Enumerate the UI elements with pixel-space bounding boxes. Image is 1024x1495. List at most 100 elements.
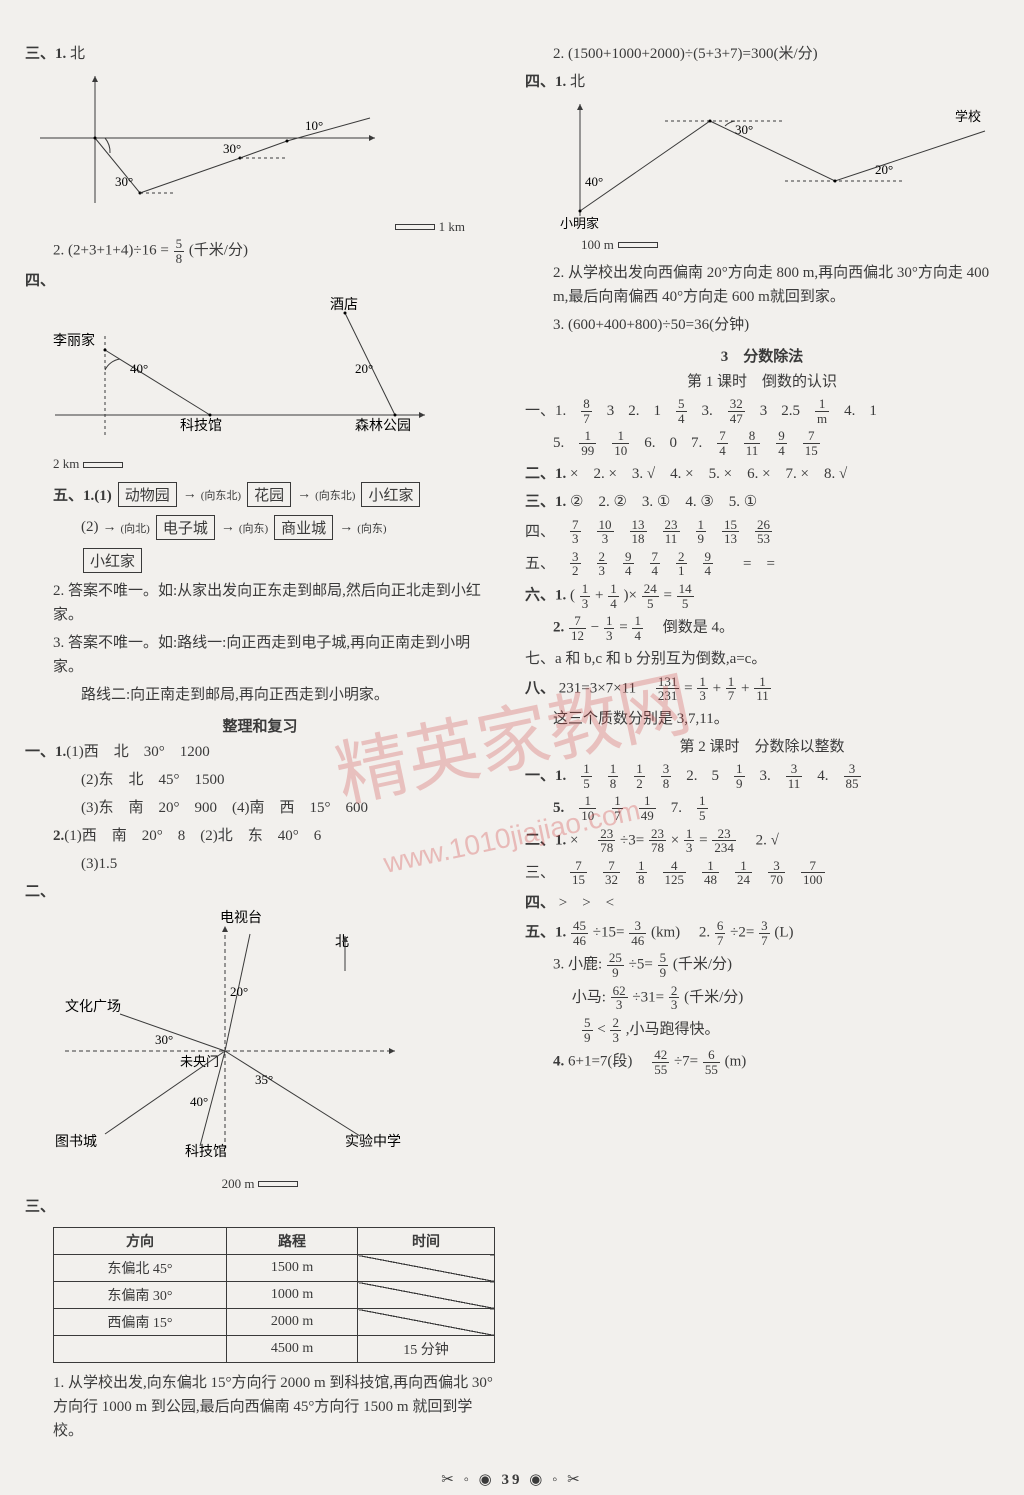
left-column: 三、1. 北 30° 30° 10° 1 km 2. (2+3+1+4)÷16 …	[25, 40, 495, 1475]
d: 55	[652, 1063, 669, 1077]
td: 15 分钟	[358, 1336, 495, 1363]
n: 14	[677, 582, 694, 597]
review-heading: 整理和复习	[25, 715, 495, 736]
r3-table: 方向 路程 时间 东偏北 45°1500 m 东偏南 30°1000 m 西偏南…	[53, 1227, 495, 1363]
r-s4-1-label: 四、1. 北	[525, 70, 999, 94]
t: =	[684, 680, 692, 696]
sec4-label: 四、	[25, 269, 495, 293]
svg-text:20°: 20°	[875, 162, 893, 177]
d: 55	[703, 1063, 720, 1077]
d: 3	[611, 998, 628, 1012]
box: 花园	[247, 482, 291, 507]
page-columns: 三、1. 北 30° 30° 10° 1 km 2. (2+3+1+4)÷16 …	[25, 40, 999, 1475]
lesson2-heading: 第 2 课时 分数除以整数	[525, 735, 999, 756]
d: 5	[677, 597, 694, 611]
n: 5	[582, 1016, 593, 1031]
unit3-lesson1: 第 1 课时 倒数的认识	[525, 370, 999, 391]
l1-8a: 八、 231=3×7×11 131231 = 13 + 17 + 111	[525, 675, 999, 703]
d: 3	[610, 1031, 621, 1045]
svg-text:文化广场: 文化广场	[65, 999, 121, 1015]
t: +	[595, 588, 603, 604]
label: 5.	[553, 796, 564, 820]
label: 二、1.	[525, 832, 566, 848]
d: 3	[580, 597, 591, 611]
n: 6	[715, 919, 726, 934]
label: 三、1.	[25, 46, 66, 62]
l1-1b: 5.1991106.07.7481194715	[525, 429, 999, 457]
box: 动物园	[118, 482, 177, 507]
scale-text: 1 km	[439, 219, 465, 235]
label: 二、1.	[525, 466, 566, 482]
box: 电子城	[156, 515, 215, 540]
n: 1	[580, 582, 591, 597]
n: 23	[649, 827, 666, 842]
th: 路程	[226, 1228, 357, 1255]
expr: 6+1=7(段)	[568, 1054, 632, 1070]
r3-label: 三、	[25, 1195, 495, 1219]
td-diag	[358, 1255, 495, 1282]
n: 1	[608, 582, 619, 597]
d: 4	[608, 597, 619, 611]
r1-1-r2: (2)东 北 45° 1500	[25, 768, 495, 792]
svg-text:40°: 40°	[130, 361, 148, 376]
svg-text:森林公园: 森林公园	[355, 418, 411, 434]
d: 9	[658, 966, 669, 980]
diagram-r4-1: 40° 30° 20° 小明家 学校	[525, 96, 995, 231]
label: 2.	[53, 828, 64, 844]
box: 小红家	[83, 548, 142, 573]
north-label: 北	[70, 46, 85, 62]
t: =	[663, 588, 671, 604]
t: <	[597, 1022, 605, 1038]
n: 2	[669, 984, 680, 999]
d: 12	[569, 629, 586, 643]
scale-text: 100 m	[581, 235, 614, 256]
t: ,小马跑得快。	[626, 1022, 720, 1038]
diagram-3-1: 30° 30° 10°	[25, 68, 385, 218]
t: (m)	[725, 1054, 747, 1070]
label: 四、	[25, 273, 55, 289]
n: 23	[712, 827, 736, 842]
t: +	[741, 680, 749, 696]
label: 四、	[525, 895, 555, 911]
svg-text:20°: 20°	[230, 984, 248, 999]
r1-1-label: 一、1.(1)西 北 30° 1200	[25, 740, 495, 764]
t: 倒数是 4。	[648, 620, 734, 636]
unit3-title: 3 分数除法	[525, 345, 999, 366]
r-s4-2: 2. 从学校出发向西偏南 20°方向走 800 m,再向西偏北 30°方向走 4…	[525, 261, 999, 309]
scale-r4-1: 100 m	[525, 233, 999, 257]
l1-6-1: 六、1. ( 13 + 14 )× 245 = 145	[525, 582, 999, 610]
l2-1: 一、1. 15181238 2.5 19 3. 311 4. 385	[525, 762, 999, 790]
n: 24	[642, 582, 659, 597]
sub: (向东)	[239, 520, 268, 536]
n: 7	[569, 614, 586, 629]
t: ÷7=	[674, 1054, 698, 1070]
sub: (向北)	[121, 520, 150, 536]
n: 1	[697, 675, 708, 690]
n: 23	[598, 827, 615, 842]
items: × 2. × 3. √ 4. × 5. × 6. × 7. × 8. √	[570, 466, 847, 482]
sec5-3a: 3. 答案不唯一。如:路线一:向正西走到电子城,再向正南走到小明家。	[25, 631, 495, 679]
d: 5	[697, 809, 708, 823]
t: (L)	[774, 925, 793, 941]
l2-5-3b: 小马: 623 ÷31= 23 (千米/分)	[525, 984, 999, 1012]
t: ÷5=	[629, 957, 653, 973]
d: 46	[629, 934, 646, 948]
l2-5-4: 4. 6+1=7(段) 4255 ÷7= 655 (m)	[525, 1048, 999, 1076]
expr-prefix: 2. (2+3+1+4)÷16 =	[53, 243, 173, 259]
t: 4.	[817, 764, 828, 788]
label: 3. 小鹿:	[553, 957, 602, 973]
t: 2.	[686, 764, 697, 788]
n: 131	[656, 675, 680, 690]
l2-5-3a: 3. 小鹿: 259 ÷5= 59 (千米/分)	[525, 951, 999, 979]
svg-text:30°: 30°	[735, 122, 753, 137]
d: 7	[715, 934, 726, 948]
diagram-4: 酒店 李丽家 科技馆 森林公园 40° 20°	[25, 295, 435, 450]
svg-text:科技馆: 科技馆	[185, 1144, 227, 1160]
svg-text:酒店: 酒店	[330, 297, 358, 313]
label: 4.	[553, 1054, 564, 1070]
t: 3.	[760, 764, 771, 788]
l1-7: 七、a 和 b,c 和 b 分别互为倒数,a=c。	[525, 647, 999, 671]
label: 2.	[553, 620, 564, 636]
label: 四、1.	[525, 74, 566, 90]
svg-text:实验中学: 实验中学	[345, 1134, 401, 1150]
